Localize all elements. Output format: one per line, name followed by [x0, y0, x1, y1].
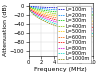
L=600m: [93, 24, 94, 25]
L=600m: [72, 21, 73, 22]
Legend: L=100m, L=200m, L=300m, L=400m, L=500m, L=600m, L=700m, L=800m, L=900m, L=1000m: L=100m, L=200m, L=300m, L=400m, L=500m, …: [57, 6, 91, 63]
X-axis label: Frequency (MHz): Frequency (MHz): [34, 67, 87, 72]
L=600m: [28, 5, 29, 6]
L=200m: [28, 5, 29, 6]
Line: L=800m: L=800m: [28, 6, 93, 30]
L=900m: [70, 28, 71, 29]
L=600m: [57, 18, 58, 19]
L=800m: [70, 25, 71, 26]
L=300m: [70, 13, 71, 14]
L=1000m: [93, 36, 94, 37]
L=600m: [85, 23, 86, 24]
Line: L=400m: L=400m: [28, 6, 93, 18]
L=500m: [70, 18, 71, 19]
L=900m: [66, 27, 68, 28]
L=500m: [93, 21, 94, 22]
L=800m: [93, 30, 94, 31]
L=300m: [28, 5, 29, 6]
L=800m: [57, 22, 58, 23]
L=800m: [66, 24, 68, 25]
L=1000m: [67, 29, 68, 30]
L=100m: [93, 8, 94, 9]
Line: L=300m: L=300m: [28, 6, 93, 15]
L=100m: [85, 8, 86, 9]
L=500m: [85, 20, 86, 21]
L=700m: [85, 26, 86, 27]
L=600m: [67, 20, 68, 21]
L=900m: [57, 24, 58, 25]
L=400m: [93, 18, 94, 19]
Y-axis label: Attenuation (dB): Attenuation (dB): [4, 4, 8, 56]
L=600m: [70, 20, 71, 21]
L=400m: [67, 15, 68, 16]
L=400m: [85, 17, 86, 18]
L=400m: [28, 5, 29, 6]
Line: L=600m: L=600m: [28, 6, 93, 24]
L=700m: [67, 22, 68, 23]
L=1000m: [57, 26, 58, 27]
L=300m: [72, 13, 73, 14]
L=900m: [67, 27, 68, 28]
L=100m: [57, 7, 58, 8]
L=100m: [66, 8, 68, 9]
L=1000m: [85, 34, 86, 35]
L=300m: [66, 12, 68, 13]
L=500m: [72, 18, 73, 19]
L=900m: [93, 33, 94, 34]
L=1000m: [28, 6, 29, 7]
L=100m: [28, 5, 29, 6]
L=1000m: [70, 30, 71, 31]
L=300m: [85, 14, 86, 15]
L=700m: [93, 27, 94, 28]
L=200m: [72, 10, 73, 11]
L=200m: [85, 11, 86, 12]
Line: L=200m: L=200m: [28, 6, 93, 12]
L=500m: [66, 17, 68, 18]
L=900m: [72, 28, 73, 29]
L=1000m: [72, 31, 73, 32]
L=300m: [57, 11, 58, 12]
L=700m: [57, 20, 58, 21]
L=400m: [66, 15, 68, 16]
L=100m: [70, 8, 71, 9]
L=700m: [66, 22, 68, 23]
L=200m: [57, 9, 58, 10]
L=700m: [72, 23, 73, 24]
L=500m: [28, 5, 29, 6]
Line: L=700m: L=700m: [28, 6, 93, 27]
L=500m: [67, 17, 68, 18]
Line: L=500m: L=500m: [28, 6, 93, 21]
L=200m: [70, 10, 71, 11]
L=800m: [72, 26, 73, 27]
L=200m: [67, 10, 68, 11]
Line: L=900m: L=900m: [28, 6, 93, 34]
L=100m: [67, 8, 68, 9]
Line: L=100m: L=100m: [28, 6, 93, 9]
L=200m: [66, 10, 68, 11]
L=200m: [93, 11, 94, 12]
L=1000m: [66, 29, 68, 30]
L=400m: [70, 15, 71, 16]
L=800m: [67, 25, 68, 26]
Line: L=1000m: L=1000m: [28, 6, 93, 37]
L=100m: [72, 8, 73, 9]
L=700m: [70, 23, 71, 24]
